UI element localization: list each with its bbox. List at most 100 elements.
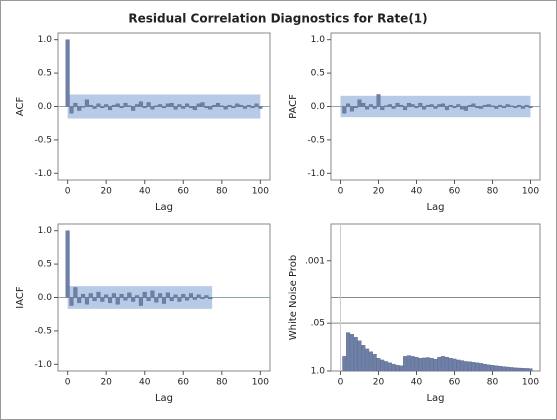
bar	[142, 291, 147, 298]
bar	[505, 366, 510, 372]
bar	[134, 104, 140, 107]
bar	[134, 295, 140, 298]
bar	[490, 365, 495, 372]
bar	[73, 287, 78, 298]
y-axis-label: ACF	[15, 97, 26, 117]
bar	[188, 106, 194, 109]
bar	[452, 358, 457, 372]
bar	[181, 293, 186, 298]
bar	[482, 363, 487, 372]
bar	[138, 101, 143, 107]
bar	[161, 106, 167, 109]
bar	[92, 106, 97, 109]
bar	[456, 359, 461, 372]
bar	[406, 102, 411, 107]
y-tick-label: -1.0	[34, 169, 52, 179]
x-tick-label: 100	[522, 187, 539, 197]
y-axis-label: White Noise Prob	[288, 255, 299, 340]
bar	[258, 106, 263, 109]
bar	[177, 297, 182, 302]
bar	[108, 106, 113, 111]
y-tick-label: 1.0	[38, 226, 53, 236]
bar	[119, 106, 124, 109]
bar	[422, 357, 427, 372]
bar	[475, 106, 480, 109]
bar	[368, 104, 373, 107]
bar	[380, 106, 385, 111]
bar	[65, 230, 70, 298]
bar	[88, 104, 93, 107]
bar	[353, 106, 358, 109]
bar	[100, 106, 105, 109]
y-tick-label: 1.0	[311, 367, 326, 377]
bar	[123, 102, 128, 107]
bar	[204, 295, 209, 298]
bar	[376, 358, 381, 372]
bar	[353, 336, 358, 372]
bar	[501, 366, 506, 372]
bar	[165, 103, 170, 107]
bar	[361, 102, 366, 107]
bar	[460, 360, 465, 372]
y-tick-label: -0.5	[34, 135, 52, 145]
bar	[387, 104, 392, 107]
bar	[161, 297, 167, 304]
y-tick-label: 0.0	[38, 102, 53, 112]
x-tick-label: 40	[139, 378, 151, 388]
bar	[414, 356, 419, 372]
bar	[467, 104, 472, 107]
bar	[115, 297, 120, 305]
bar	[96, 103, 101, 107]
bar	[361, 345, 366, 372]
bar	[509, 367, 514, 372]
bar	[77, 297, 82, 304]
bar	[524, 104, 529, 107]
bar	[81, 293, 86, 298]
bar	[208, 297, 213, 300]
y-tick-label: 0.5	[38, 69, 52, 79]
bar	[108, 297, 113, 304]
bar	[111, 104, 116, 107]
bar	[418, 102, 423, 107]
bar	[215, 102, 220, 107]
bar	[456, 104, 461, 107]
bar	[509, 105, 514, 107]
bar	[418, 358, 423, 372]
bar	[475, 362, 480, 372]
bar	[84, 99, 89, 107]
y-tick-label: 1.0	[38, 35, 53, 45]
bar	[346, 103, 351, 107]
bar	[517, 367, 522, 372]
y-tick-label: -0.5	[307, 135, 325, 145]
bar	[204, 106, 209, 109]
x-tick-label: 0	[65, 378, 71, 388]
y-tick-label: .05	[311, 319, 325, 329]
bar	[212, 104, 217, 107]
x-tick-label: 60	[449, 187, 461, 197]
bar	[219, 105, 224, 107]
bar	[242, 106, 247, 109]
bar	[448, 104, 453, 107]
x-tick-label: 20	[100, 187, 112, 197]
bar	[501, 106, 506, 109]
bar	[200, 297, 205, 300]
bar	[84, 297, 89, 305]
bar	[460, 106, 465, 110]
bar	[154, 297, 159, 303]
bar	[73, 102, 78, 107]
bar	[425, 104, 430, 107]
y-tick-label: 0.5	[38, 260, 52, 270]
bar	[471, 103, 476, 107]
x-tick-label: 40	[411, 378, 423, 388]
panel-title: Residual Correlation Diagnostics for Rat…	[128, 12, 427, 26]
bar	[395, 365, 400, 372]
bar	[154, 105, 159, 107]
bar	[414, 106, 419, 109]
bar	[342, 356, 347, 372]
bar	[192, 106, 197, 111]
bar	[437, 356, 442, 372]
bar	[441, 103, 446, 107]
x-tick-label: 0	[65, 187, 71, 197]
bar	[471, 362, 476, 372]
